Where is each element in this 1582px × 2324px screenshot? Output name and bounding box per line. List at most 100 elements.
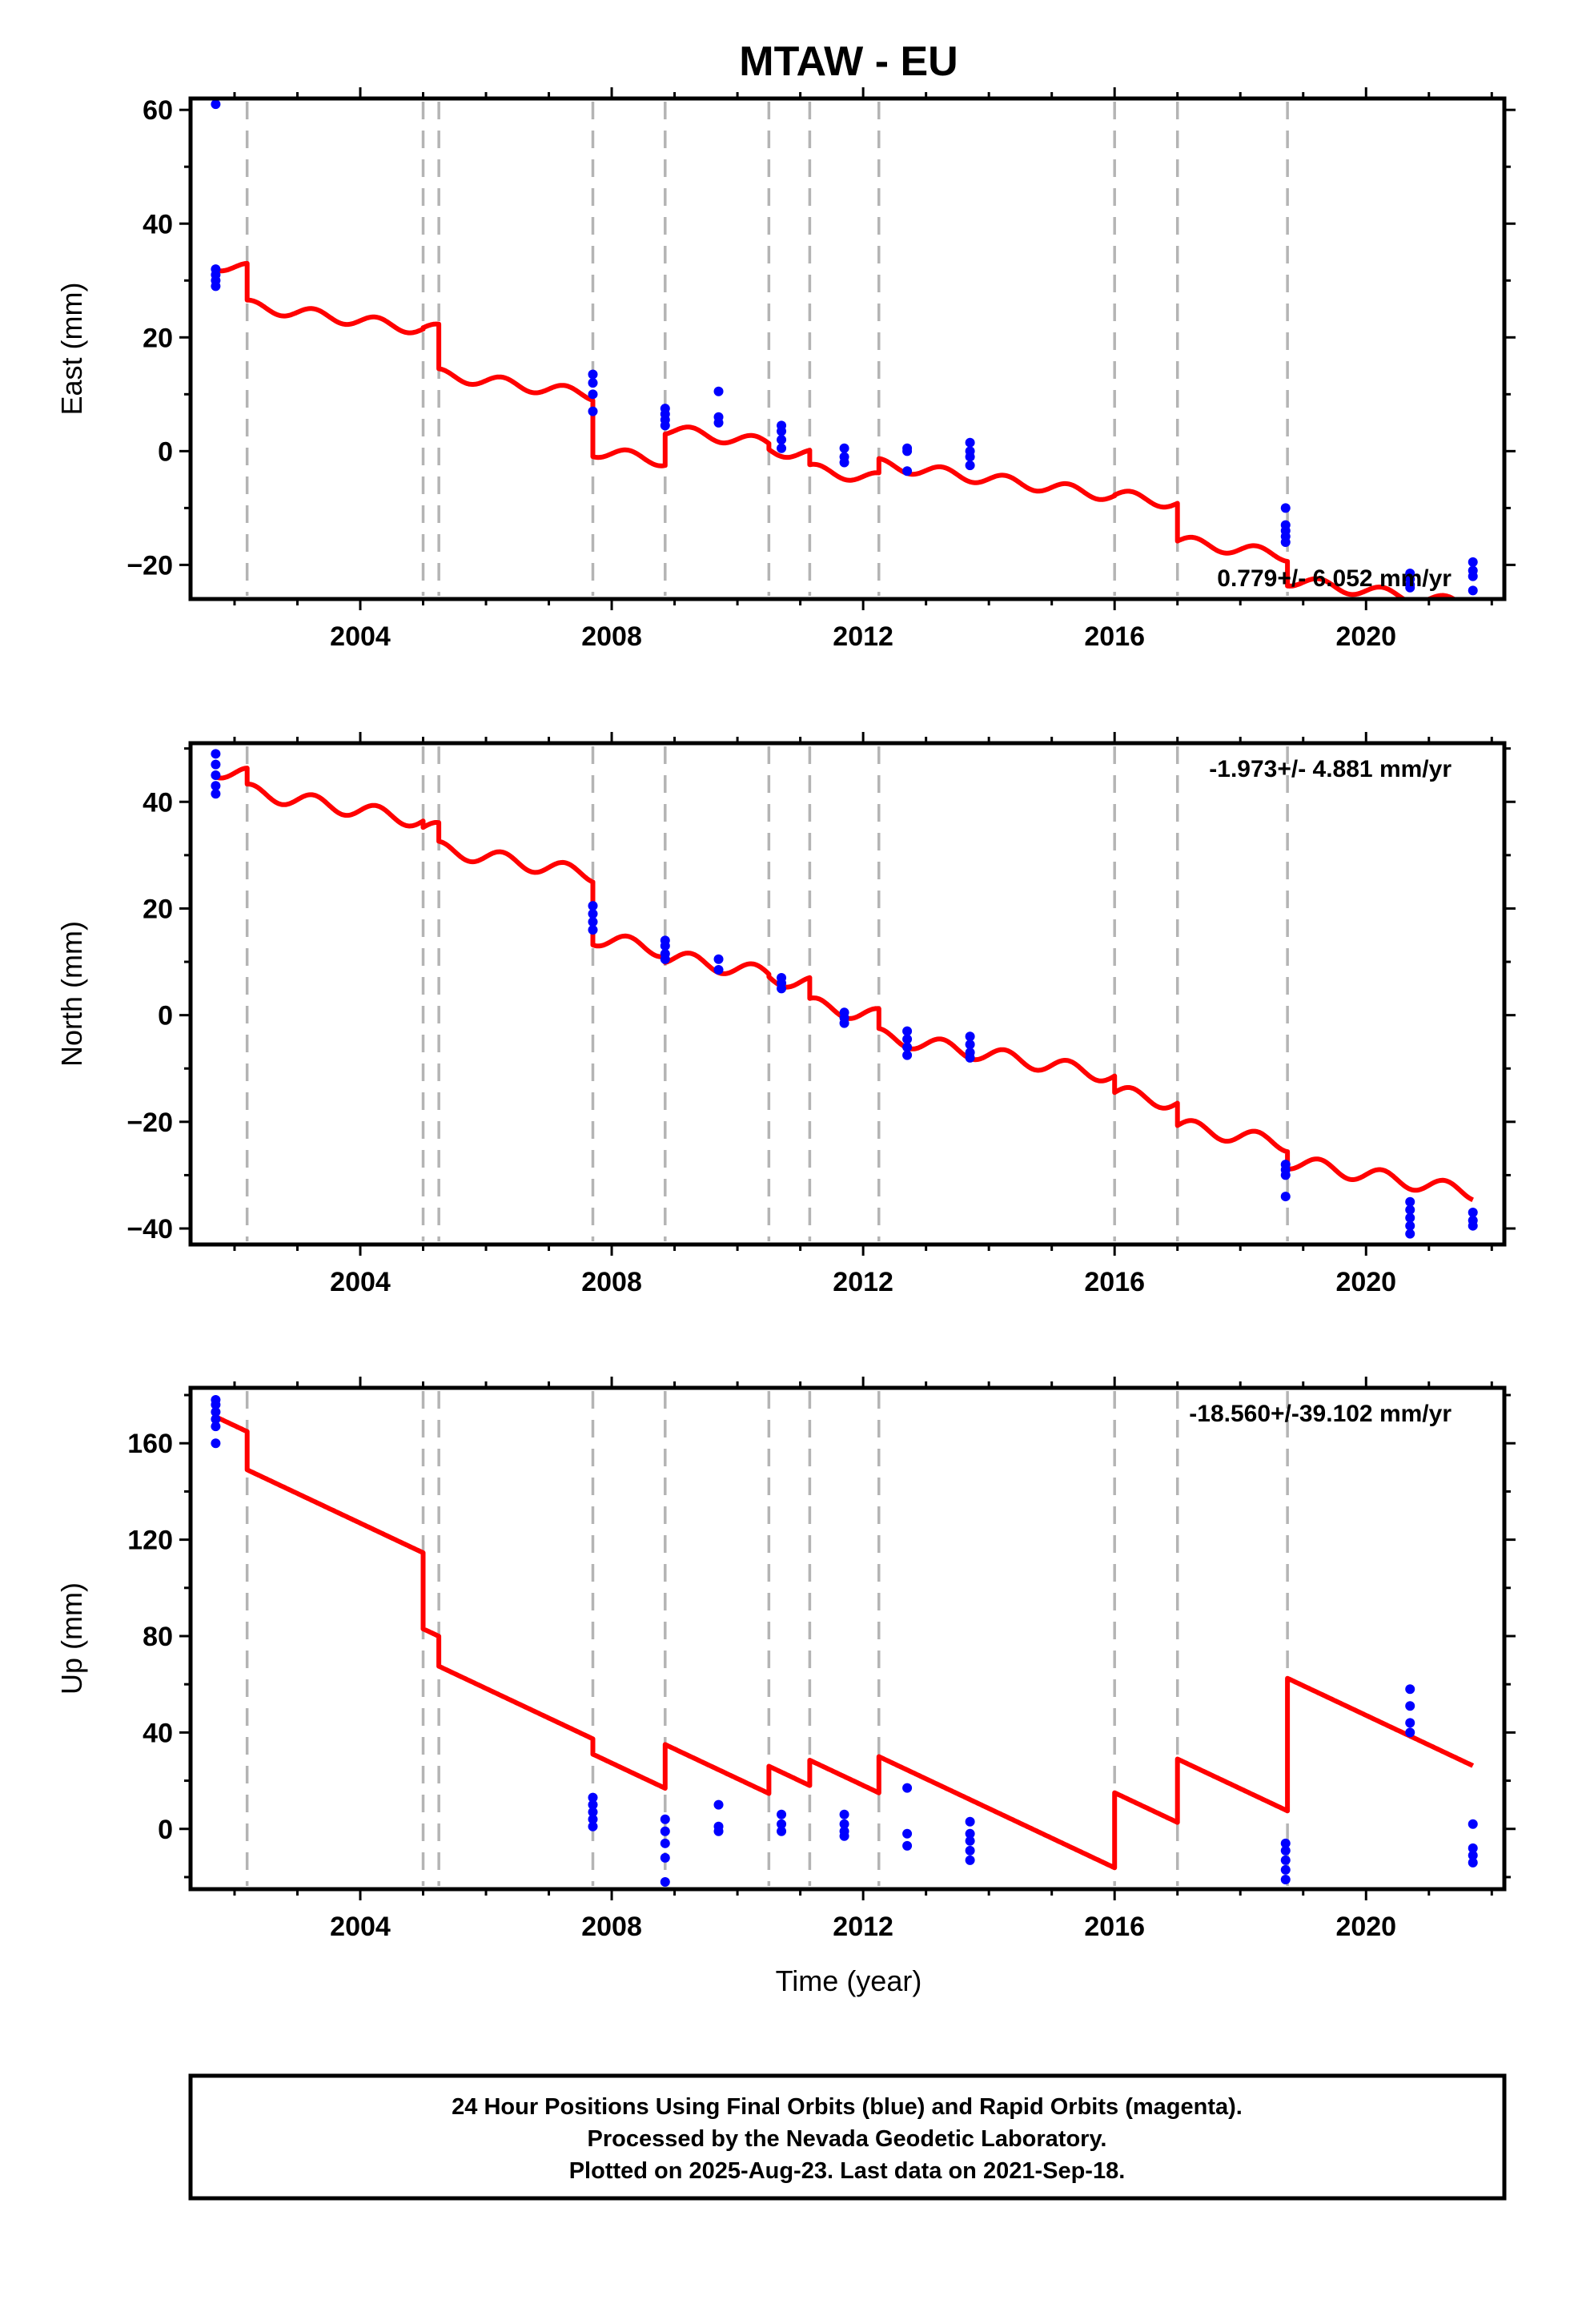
up-y-tick-label: 160 [127, 1429, 173, 1459]
up-data-point [1280, 1855, 1291, 1865]
up-data-point [902, 1783, 913, 1793]
up-rate-label: -18.560+/-39.102 mm/yr [1189, 1401, 1452, 1427]
up-data-point [1468, 1819, 1478, 1829]
east-y-axis-label: East (mm) [55, 283, 88, 416]
north-data-point [211, 781, 221, 791]
north-data-point [1468, 1208, 1478, 1218]
east-data-point [713, 386, 724, 396]
north-data-point [1405, 1204, 1415, 1215]
up-data-point [713, 1826, 724, 1836]
up-data-point [211, 1438, 221, 1449]
east-data-point [1405, 582, 1415, 593]
north-data-point [839, 1018, 849, 1028]
north-data-point [777, 983, 787, 994]
up-data-point [1280, 1838, 1291, 1848]
east-rate-label: 0.779+/- 6.052 mm/yr [1217, 565, 1452, 592]
up-data-point [588, 1814, 598, 1824]
up-data-point [965, 1835, 975, 1846]
north-data-point [211, 789, 221, 799]
north-model-line [214, 766, 1475, 1203]
east-data-point [839, 457, 849, 468]
up-y-tick-label: 80 [143, 1622, 173, 1652]
north-y-tick-label: 0 [158, 1001, 173, 1031]
east-data-point [965, 437, 975, 448]
north-data-point [965, 1031, 975, 1042]
north-panel: 2004 2008 2012 2016 2020 −40 −20 0 20 40 North (mm… [55, 732, 1516, 1297]
north-x-tick-label: 2016 [1084, 1267, 1145, 1297]
up-data-point [588, 1792, 598, 1803]
north-y-tick-label: 20 [143, 894, 173, 924]
north-plot-frame [188, 741, 1507, 1247]
footer-line-1: 24 Hour Positions Using Final Orbits (bl… [452, 2094, 1243, 2120]
up-y-tick-label: 0 [158, 1815, 173, 1845]
north-data-point [965, 1052, 975, 1063]
up-data-point [965, 1855, 975, 1865]
east-y-tick-label: 40 [143, 209, 173, 239]
up-data-point [1405, 1727, 1415, 1738]
east-data-point [588, 378, 598, 388]
north-y-axis-label: North (mm) [55, 921, 88, 1067]
east-data-point [588, 406, 598, 416]
north-rate-label: -1.973+/- 4.881 mm/yr [1209, 756, 1452, 782]
up-y-tick-label: 120 [127, 1526, 173, 1556]
up-data-point [1468, 1843, 1478, 1853]
north-data-point [211, 749, 221, 759]
up-data-point [839, 1831, 849, 1841]
up-data-point [1468, 1850, 1478, 1860]
east-x-tick-label: 2020 [1335, 621, 1396, 652]
east-x-tick-label: 2012 [833, 621, 893, 652]
east-data-point [1468, 585, 1478, 596]
east-data-point [588, 389, 598, 400]
east-data-point [1468, 571, 1478, 581]
up-data-point [211, 1414, 221, 1425]
up-data-point [660, 1826, 670, 1836]
x-axis-label: Time (year) [776, 1964, 922, 1997]
north-y-tick-label: −20 [126, 1108, 173, 1138]
north-data-point [1405, 1228, 1415, 1239]
up-data-point [902, 1828, 913, 1839]
north-data-point [902, 1026, 913, 1036]
up-data-point [211, 1421, 221, 1432]
east-data-point [1280, 537, 1291, 547]
up-data-point [588, 1799, 598, 1810]
footer-line-3: Plotted on 2025-Aug-23. Last data on 202… [569, 2158, 1126, 2184]
east-y-tick-label: 20 [143, 323, 173, 353]
north-data-point [965, 1039, 975, 1050]
east-data-point [1280, 503, 1291, 513]
east-panel: 2004 2008 2012 2016 2020 −20 0 20 40 60 East (mm) 0… [55, 87, 1516, 652]
up-data-point [1280, 1874, 1291, 1884]
north-data-point [713, 954, 724, 964]
east-data-point [713, 417, 724, 428]
up-data-point [777, 1819, 787, 1829]
east-data-point [1468, 557, 1478, 567]
up-data-point [777, 1809, 787, 1819]
footer-line-2: Processed by the Nevada Geodetic Laborat… [588, 2126, 1107, 2152]
north-data-point [1405, 1212, 1415, 1223]
east-y-tick-label: 60 [143, 95, 173, 126]
east-data-point [839, 443, 849, 453]
up-x-tick-label: 2008 [581, 1912, 642, 1942]
up-data-point [902, 1840, 913, 1851]
footer-box: 24 Hour Positions Using Final Orbits (bl… [188, 2073, 1507, 2201]
up-data-point [839, 1809, 849, 1819]
east-data-point [965, 452, 975, 462]
east-data-point [965, 460, 975, 471]
north-data-point [1405, 1196, 1415, 1207]
east-data-point [211, 99, 221, 110]
up-x-tick-label: 2016 [1084, 1912, 1145, 1942]
up-plot-frame [188, 1385, 1507, 1892]
up-x-tick-label: 2012 [833, 1912, 893, 1942]
up-data-point [660, 1852, 670, 1863]
north-data-point [1405, 1220, 1415, 1231]
up-data-point [777, 1826, 787, 1836]
east-data-point [902, 446, 913, 456]
north-data-point [1280, 1192, 1291, 1202]
north-data-point [588, 909, 598, 919]
east-x-tick-label: 2004 [330, 621, 391, 652]
north-data-point [588, 925, 598, 935]
north-data-point [211, 770, 221, 780]
north-data-point [588, 917, 598, 927]
up-data-point [1468, 1857, 1478, 1868]
north-data-point [1468, 1220, 1478, 1231]
